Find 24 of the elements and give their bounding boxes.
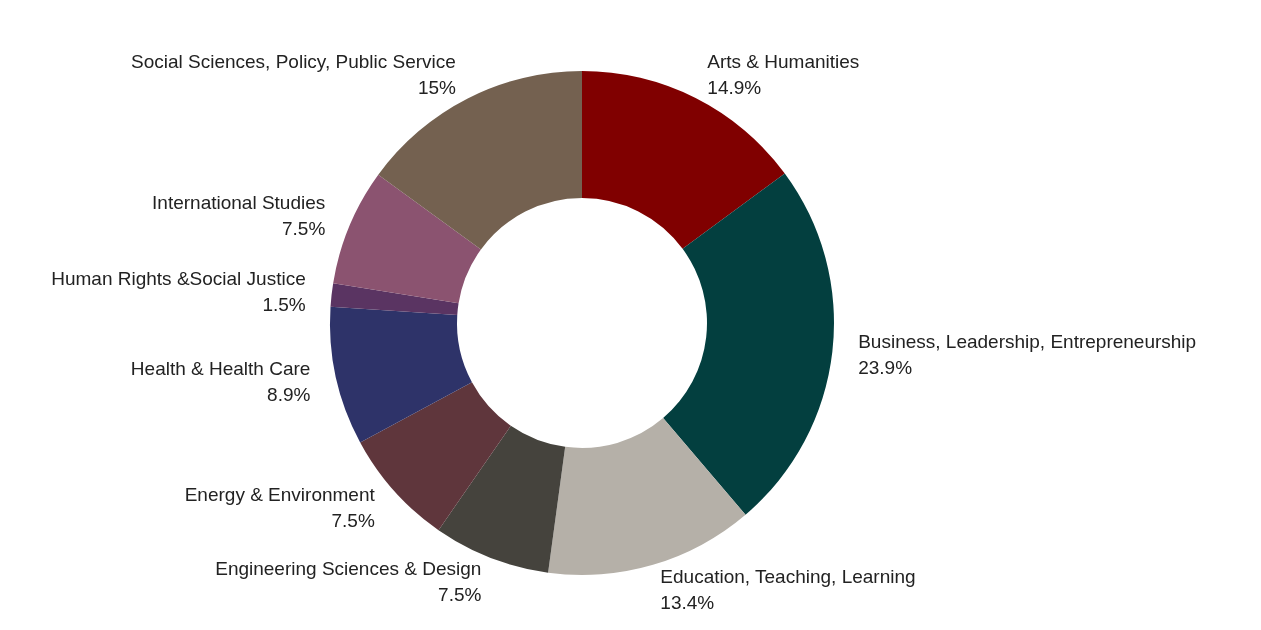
slice-label: Health & Health Care	[130, 358, 311, 380]
data-label: 23.9%	[858, 356, 913, 378]
data-label: 7.5%	[438, 584, 482, 606]
data-label: 7.5%	[331, 510, 375, 532]
slice-label: Engineering Sciences & Design	[215, 558, 482, 580]
slice-label: Business, Leadership, Entrepreneurship	[858, 330, 1197, 352]
donut-slice	[333, 174, 481, 304]
donut-slice	[330, 283, 459, 315]
slice-label: International Studies	[152, 192, 326, 214]
data-label: 15%	[417, 77, 457, 99]
data-label: 7.5%	[281, 218, 326, 240]
data-label: 1.5%	[262, 294, 306, 316]
donut-slice	[330, 306, 472, 443]
donut-slice	[582, 71, 785, 249]
slice-label: Arts & Humanities	[707, 50, 860, 72]
slice-label: Education, Teaching, Learning	[660, 565, 916, 587]
donut-slice	[663, 173, 834, 515]
slice-label: Energy & Environment	[184, 484, 376, 506]
slice-label: Social Sciences, Policy, Public Service	[131, 51, 456, 73]
slice-label: Human Rights &Social Justice	[51, 268, 306, 290]
donut-slice	[378, 71, 582, 250]
data-label: 14.9%	[707, 76, 762, 98]
data-label: 8.9%	[267, 384, 311, 406]
data-label: 13.4%	[660, 591, 715, 613]
